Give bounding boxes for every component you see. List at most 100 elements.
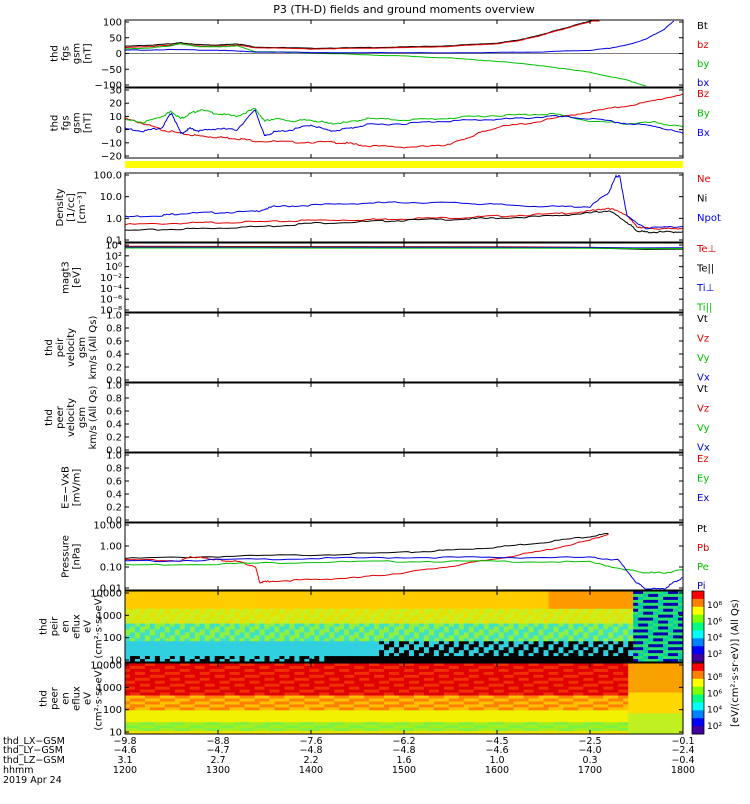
spectrogram-cell — [255, 594, 260, 597]
spectrogram-cell — [469, 600, 474, 603]
spectrogram-cell — [369, 690, 374, 693]
spectrogram-cell — [255, 707, 260, 710]
y-tick-label: −10 — [101, 138, 122, 149]
spectrogram-cell — [444, 690, 449, 693]
spectrogram-cell — [274, 675, 279, 678]
spectrogram-cell — [334, 719, 339, 722]
spectrogram-cell — [145, 696, 150, 699]
spectrogram-cell — [548, 647, 553, 650]
spectrogram-cell — [180, 632, 185, 635]
spectrogram-cell — [190, 719, 195, 722]
spectrogram-cell — [608, 600, 613, 603]
spectrogram-cell — [180, 707, 185, 710]
spectrogram-cell — [534, 606, 539, 609]
spectrogram-cell — [369, 647, 374, 650]
spectrogram-cell — [444, 597, 449, 600]
spectrogram-cell — [190, 644, 195, 647]
spectrogram-cell — [588, 612, 593, 615]
spectrogram-cell — [274, 647, 279, 650]
spectrogram-cell — [598, 629, 603, 632]
spectrogram-cell — [514, 621, 519, 624]
spectrogram-cell — [284, 672, 289, 675]
spectrogram-cell — [449, 675, 454, 678]
spectrogram-cell — [225, 687, 230, 690]
spectrogram-cell — [240, 722, 245, 725]
spectrogram-cell — [573, 600, 578, 603]
spectrogram-cell — [474, 687, 479, 690]
spectrogram-cell — [668, 644, 673, 647]
legend-bz: bz — [697, 40, 709, 51]
spectrogram-cell — [240, 638, 245, 641]
spectrogram-cell — [250, 606, 255, 609]
spectrogram-cell — [638, 638, 643, 641]
spectrogram-cell — [429, 650, 434, 653]
spectrogram-cell — [429, 722, 434, 725]
spectrogram-cell — [379, 710, 384, 713]
spectrogram-cell — [304, 656, 309, 659]
spectrogram-cell — [329, 722, 334, 725]
spectrogram-cell — [449, 635, 454, 638]
spectrogram-cell — [180, 684, 185, 687]
spectrogram-cell — [399, 693, 404, 696]
spectrogram-cell — [484, 594, 489, 597]
spectrogram-cell — [444, 728, 449, 731]
spectrogram-cell — [359, 650, 364, 653]
spectrogram-cell — [130, 693, 135, 696]
spectrogram-cell — [235, 627, 240, 630]
spectrogram-cell — [404, 624, 409, 627]
spectrogram-cell — [334, 656, 339, 659]
spectrogram-cell — [474, 678, 479, 681]
spectrogram-cell — [140, 600, 145, 603]
spectrogram-cell — [673, 618, 678, 621]
spectrogram-cell — [185, 635, 190, 638]
spectrogram-cell — [324, 656, 329, 659]
spectrogram-cell — [359, 678, 364, 681]
spectrogram-cell — [150, 725, 155, 728]
spectrogram-cell — [414, 635, 419, 638]
spectrogram-cell — [588, 635, 593, 638]
spectrogram-cell — [384, 609, 389, 612]
spectrogram-cell — [464, 693, 469, 696]
spectrogram-cell — [180, 647, 185, 650]
spectrogram-cell — [539, 647, 544, 650]
spectrogram-cell — [509, 603, 514, 606]
spectrogram-cell — [135, 719, 140, 722]
panel-1 — [125, 20, 683, 87]
spectrogram-cell — [419, 710, 424, 713]
spectrogram-cell — [125, 609, 130, 612]
spectrogram-cell — [369, 722, 374, 725]
spectrogram-cell — [399, 653, 404, 656]
spectrogram-cell — [593, 653, 598, 656]
spectrogram-cell — [464, 716, 469, 719]
spectrogram-cell — [364, 618, 369, 621]
spectrogram-cell — [309, 696, 314, 699]
spectrogram-cell — [389, 713, 394, 716]
spectrogram-cell — [563, 615, 568, 618]
spectrogram-cell — [359, 713, 364, 716]
spectrogram-cell — [175, 606, 180, 609]
spectrogram-cell — [175, 656, 180, 659]
spectrogram-cell — [384, 653, 389, 656]
spectrogram-cell — [563, 621, 568, 624]
spectrogram-cell — [160, 707, 165, 710]
spectrogram-cell — [279, 597, 284, 600]
spectrogram-cell — [608, 597, 613, 600]
spectrogram-cell — [578, 632, 583, 635]
spectrogram-cell — [319, 693, 324, 696]
spectrogram-cell — [593, 635, 598, 638]
spectrogram-cell — [150, 719, 155, 722]
spectrogram-cell — [250, 624, 255, 627]
spectrogram-cell — [235, 635, 240, 638]
spectrogram-cell — [240, 653, 245, 656]
spectrogram-cell — [319, 615, 324, 618]
spectrogram-cell — [499, 612, 504, 615]
spectrogram-cell — [514, 719, 519, 722]
spectrogram-cell — [598, 632, 603, 635]
spectrogram-cell — [344, 627, 349, 630]
spectrogram-cell — [474, 725, 479, 728]
spectrogram-cell — [439, 704, 444, 707]
spectrogram-cell — [399, 621, 404, 624]
spectrogram-cell — [215, 632, 220, 635]
spectrogram-cell — [359, 624, 364, 627]
spectrogram-cell — [250, 618, 255, 621]
